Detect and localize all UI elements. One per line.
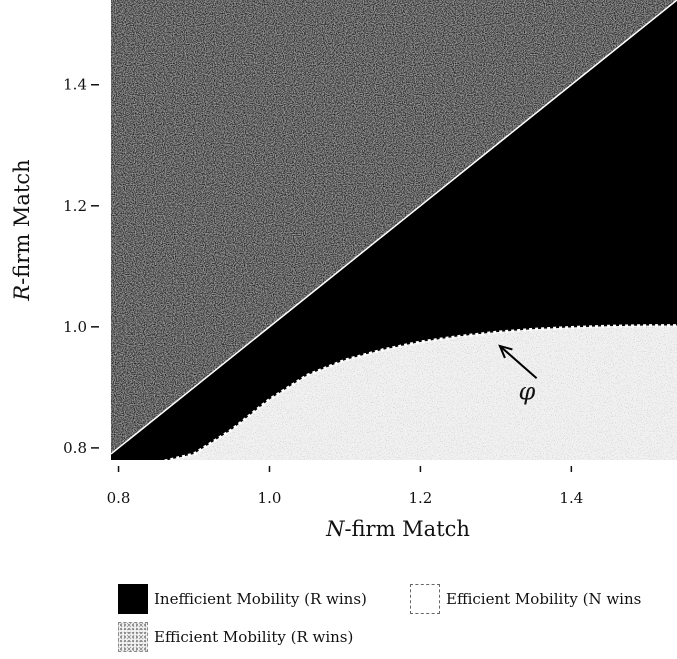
axes: 0.8 1.0 1.2 1.4 0.8 1.0 1.2 1.4 — [63, 76, 583, 507]
legend-label-inefficient-r: Inefficient Mobility (R wins) — [154, 590, 367, 608]
legend-swatch-efficient-n — [410, 584, 440, 614]
diagonal-boundary — [111, 0, 677, 455]
x-tick-label: 1.4 — [559, 489, 583, 507]
legend-swatch-efficient-r — [118, 622, 148, 652]
x-tick-label: 1.0 — [258, 489, 282, 507]
phi-label: φ — [519, 377, 536, 405]
legend-item-efficient-r: Efficient Mobility (R wins) — [118, 622, 353, 652]
legend-swatch-inefficient-r — [118, 584, 148, 614]
phi-arrow — [499, 345, 538, 380]
region-inefficient-r — [111, 0, 677, 460]
x-tick-label: 0.8 — [107, 489, 131, 507]
legend-label-efficient-n: Efficient Mobility (N wins — [446, 590, 642, 608]
phi-boundary — [162, 324, 677, 460]
region-efficient-r-grain — [168, 325, 677, 460]
x-tick-label: 1.2 — [408, 489, 432, 507]
legend: Inefficient Mobility (R wins) Efficient … — [118, 584, 674, 654]
y-tick-label: 0.8 — [63, 439, 87, 457]
x-axis-title: N-firm Match — [325, 517, 470, 541]
y-axis-title: R-firm Match — [10, 159, 34, 301]
y-tick-label: 1.0 — [63, 318, 87, 336]
legend-label-efficient-r: Efficient Mobility (R wins) — [154, 628, 354, 646]
chart: 0.8 1.0 1.2 1.40.81.01.21.4 φ N-firm Match … — [10, 0, 677, 541]
legend-item-inefficient-r: Inefficient Mobility (R wins) — [118, 584, 367, 614]
legend-item-efficient-n: Efficient Mobility (N wins — [410, 584, 641, 614]
y-tick-label: 1.2 — [63, 197, 87, 215]
phi-arrowhead — [498, 344, 513, 359]
y-tick-label: 1.4 — [63, 76, 87, 94]
